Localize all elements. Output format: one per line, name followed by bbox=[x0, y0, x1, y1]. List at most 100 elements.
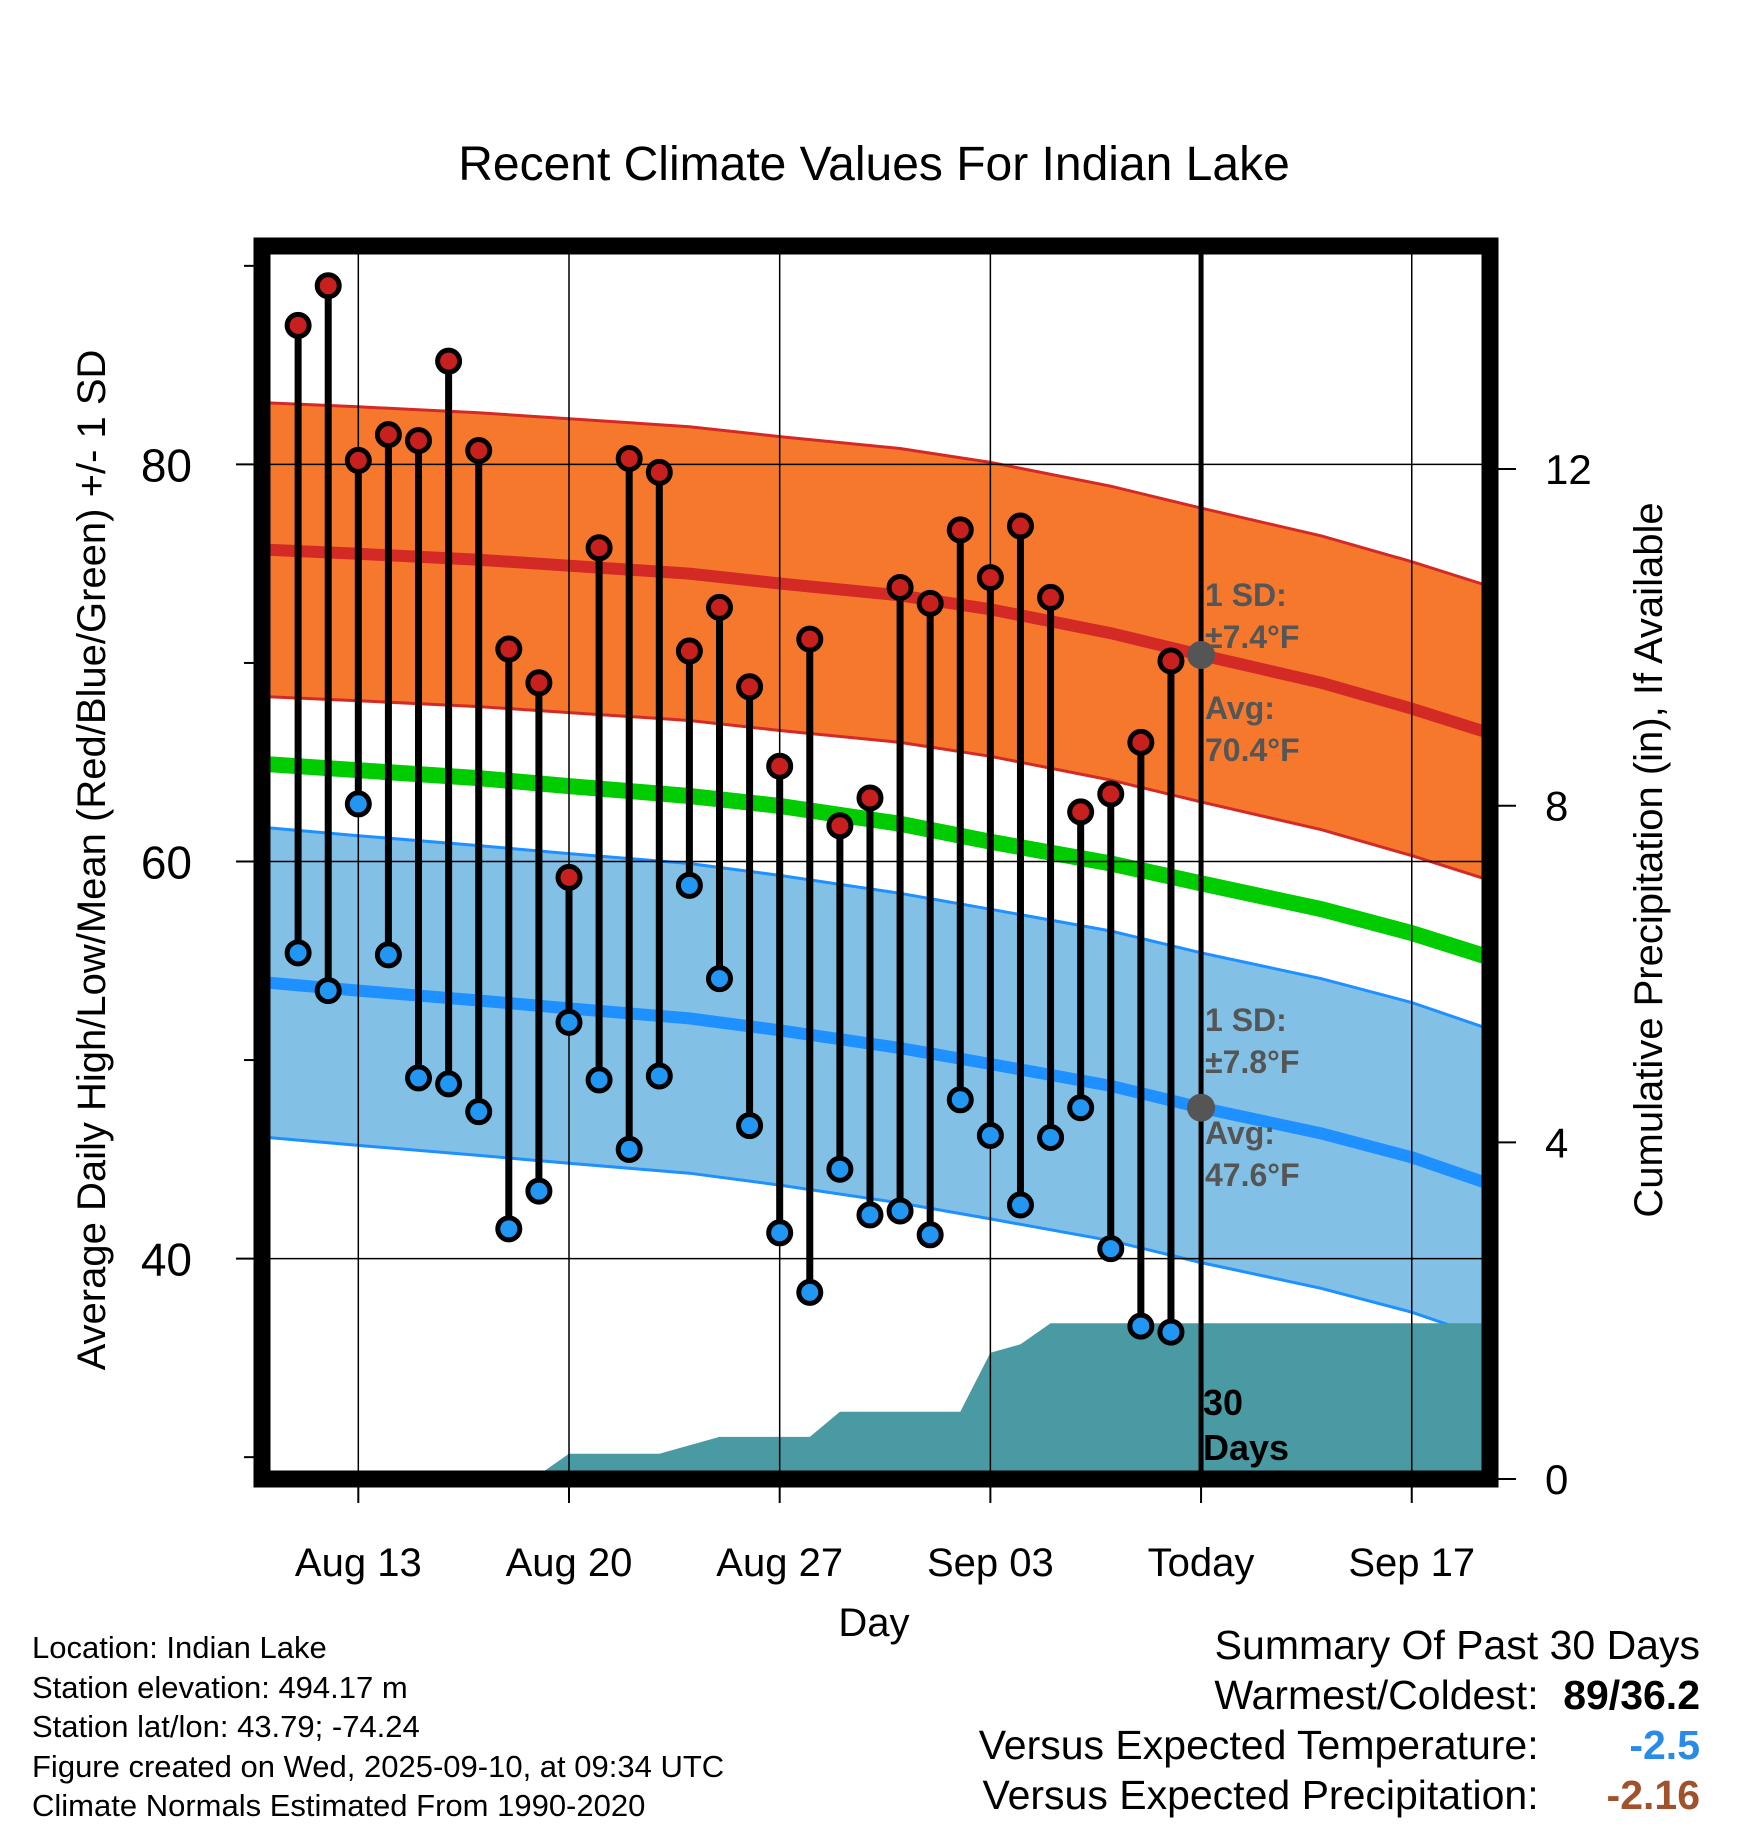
daily-high-point bbox=[374, 421, 402, 449]
daily-high-point bbox=[645, 458, 673, 486]
daily-low-point bbox=[465, 1098, 493, 1126]
station-elevation: Station elevation: 494.17 m bbox=[32, 1669, 408, 1705]
y-tick-label: 80 bbox=[141, 439, 192, 491]
station-info: Location: Indian Lake Station elevation:… bbox=[32, 1628, 724, 1826]
daily-low-point bbox=[374, 941, 402, 969]
high-sd-label: 1 SD: bbox=[1205, 577, 1287, 613]
y2-tick-label: 4 bbox=[1545, 1119, 1568, 1166]
daily-low-point bbox=[796, 1278, 824, 1306]
warmest-label: Warmest/Coldest: bbox=[1214, 1672, 1539, 1718]
y2-tick-label: 8 bbox=[1545, 783, 1568, 830]
daily-low-point bbox=[495, 1215, 523, 1243]
daily-high-point bbox=[1097, 780, 1125, 808]
daily-low-point bbox=[826, 1155, 854, 1183]
y-tick-label: 40 bbox=[141, 1234, 192, 1286]
daily-low-point bbox=[1006, 1191, 1034, 1219]
daily-low-point bbox=[736, 1112, 764, 1140]
daily-low-point bbox=[1067, 1094, 1095, 1122]
summary-panel: Summary Of Past 30 Days Warmest/Coldest:… bbox=[979, 1620, 1700, 1820]
daily-high-point bbox=[826, 812, 854, 840]
daily-high-point bbox=[1067, 798, 1095, 826]
y2-tick-label: 12 bbox=[1545, 446, 1592, 493]
temp-anomaly-value: -2.5 bbox=[1629, 1722, 1700, 1768]
daily-low-point bbox=[856, 1201, 884, 1229]
summary-warmest-row: Warmest/Coldest: 89/36.2 bbox=[979, 1670, 1700, 1720]
x-tick-label: Sep 17 bbox=[1348, 1541, 1475, 1585]
x-tick-label: Today bbox=[1148, 1541, 1255, 1585]
daily-low-point bbox=[946, 1086, 974, 1114]
warmest-value: 89/36.2 bbox=[1563, 1672, 1700, 1718]
y-tick-label: 60 bbox=[141, 837, 192, 889]
low-avg-value: 47.6°F bbox=[1205, 1157, 1300, 1193]
daily-high-point bbox=[1037, 583, 1065, 611]
summary-temp-row: Versus Expected Temperature: -2.5 bbox=[979, 1720, 1700, 1770]
figure-created: Figure created on Wed, 2025-09-10, at 09… bbox=[32, 1748, 725, 1784]
daily-high-point bbox=[1006, 512, 1034, 540]
high-avg-label: Avg: bbox=[1205, 690, 1275, 726]
y-axis-label: Average Daily High/Low/Mean (Red/Blue/Gr… bbox=[70, 350, 114, 1371]
summary-title: Summary Of Past 30 Days bbox=[1214, 1622, 1700, 1668]
chart-title: Recent Climate Values For Indian Lake bbox=[458, 138, 1290, 191]
daily-low-point bbox=[344, 790, 372, 818]
x-tick-label: Sep 03 bbox=[927, 1541, 1054, 1585]
daily-high-point bbox=[856, 784, 884, 812]
low-sd-value: ±7.8°F bbox=[1205, 1044, 1299, 1080]
daily-high-point bbox=[886, 574, 914, 602]
daily-high-point bbox=[615, 444, 643, 472]
daily-low-point bbox=[615, 1135, 643, 1163]
daily-high-point bbox=[495, 635, 523, 663]
daily-high-point bbox=[344, 446, 372, 474]
today-low-avg-marker bbox=[1187, 1093, 1216, 1122]
daily-low-point bbox=[886, 1197, 914, 1225]
daily-high-point bbox=[405, 427, 433, 455]
daily-high-point bbox=[314, 272, 342, 300]
daily-low-point bbox=[555, 1008, 583, 1036]
y2-tick-label: 0 bbox=[1545, 1456, 1568, 1503]
daily-high-point bbox=[525, 669, 553, 697]
daily-low-point bbox=[525, 1177, 553, 1205]
low-sd-band bbox=[268, 827, 1487, 1338]
daily-low-point bbox=[976, 1122, 1004, 1150]
high-sd-value: ±7.4°F bbox=[1205, 619, 1299, 655]
today-high-avg-marker bbox=[1187, 641, 1216, 670]
daily-low-point bbox=[1157, 1318, 1185, 1346]
daily-low-point bbox=[284, 939, 312, 967]
daily-high-point bbox=[284, 311, 312, 339]
daily-low-point bbox=[314, 977, 342, 1005]
daily-low-point bbox=[645, 1062, 673, 1090]
high-avg-value: 70.4°F bbox=[1205, 732, 1300, 768]
temp-anomaly-label: Versus Expected Temperature: bbox=[978, 1722, 1539, 1768]
daily-high-point bbox=[585, 534, 613, 562]
plot-frame bbox=[253, 237, 1499, 1488]
daily-low-point bbox=[1097, 1235, 1125, 1263]
station-location: Location: Indian Lake bbox=[32, 1630, 327, 1665]
daily-low-point bbox=[1127, 1312, 1155, 1340]
plot-area bbox=[262, 246, 1490, 1479]
daily-high-point bbox=[916, 589, 944, 617]
daily-low-point bbox=[435, 1070, 463, 1098]
daily-high-point bbox=[435, 347, 463, 375]
window-days-number: 30 bbox=[1203, 1382, 1243, 1423]
precip-anomaly-label: Versus Expected Precipitation: bbox=[982, 1772, 1539, 1818]
daily-low-point bbox=[585, 1066, 613, 1094]
daily-high-point bbox=[946, 516, 974, 544]
precip-anomaly-value: -2.16 bbox=[1606, 1772, 1700, 1818]
daily-high-point bbox=[796, 625, 824, 653]
daily-low-point bbox=[916, 1221, 944, 1249]
daily-high-point bbox=[736, 673, 764, 701]
x-tick-label: Aug 13 bbox=[295, 1541, 422, 1585]
daily-high-point bbox=[705, 593, 733, 621]
high-sd-band bbox=[268, 402, 1487, 880]
x-tick-label: Aug 27 bbox=[716, 1541, 843, 1585]
summary-precip-row: Versus Expected Precipitation: -2.16 bbox=[979, 1770, 1701, 1820]
daily-low-point bbox=[1037, 1123, 1065, 1151]
daily-high-point bbox=[675, 637, 703, 665]
daily-low-point bbox=[766, 1219, 794, 1247]
daily-high-point bbox=[976, 564, 1004, 592]
climate-normals-note: Climate Normals Estimated From 1990-2020 bbox=[32, 1788, 646, 1823]
daily-high-point bbox=[1157, 647, 1185, 675]
station-latlon: Station lat/lon: 43.79; -74.24 bbox=[32, 1709, 420, 1744]
x-axis-label: Day bbox=[838, 1601, 909, 1645]
high-sd-band-upper-edge bbox=[267, 401, 1488, 587]
